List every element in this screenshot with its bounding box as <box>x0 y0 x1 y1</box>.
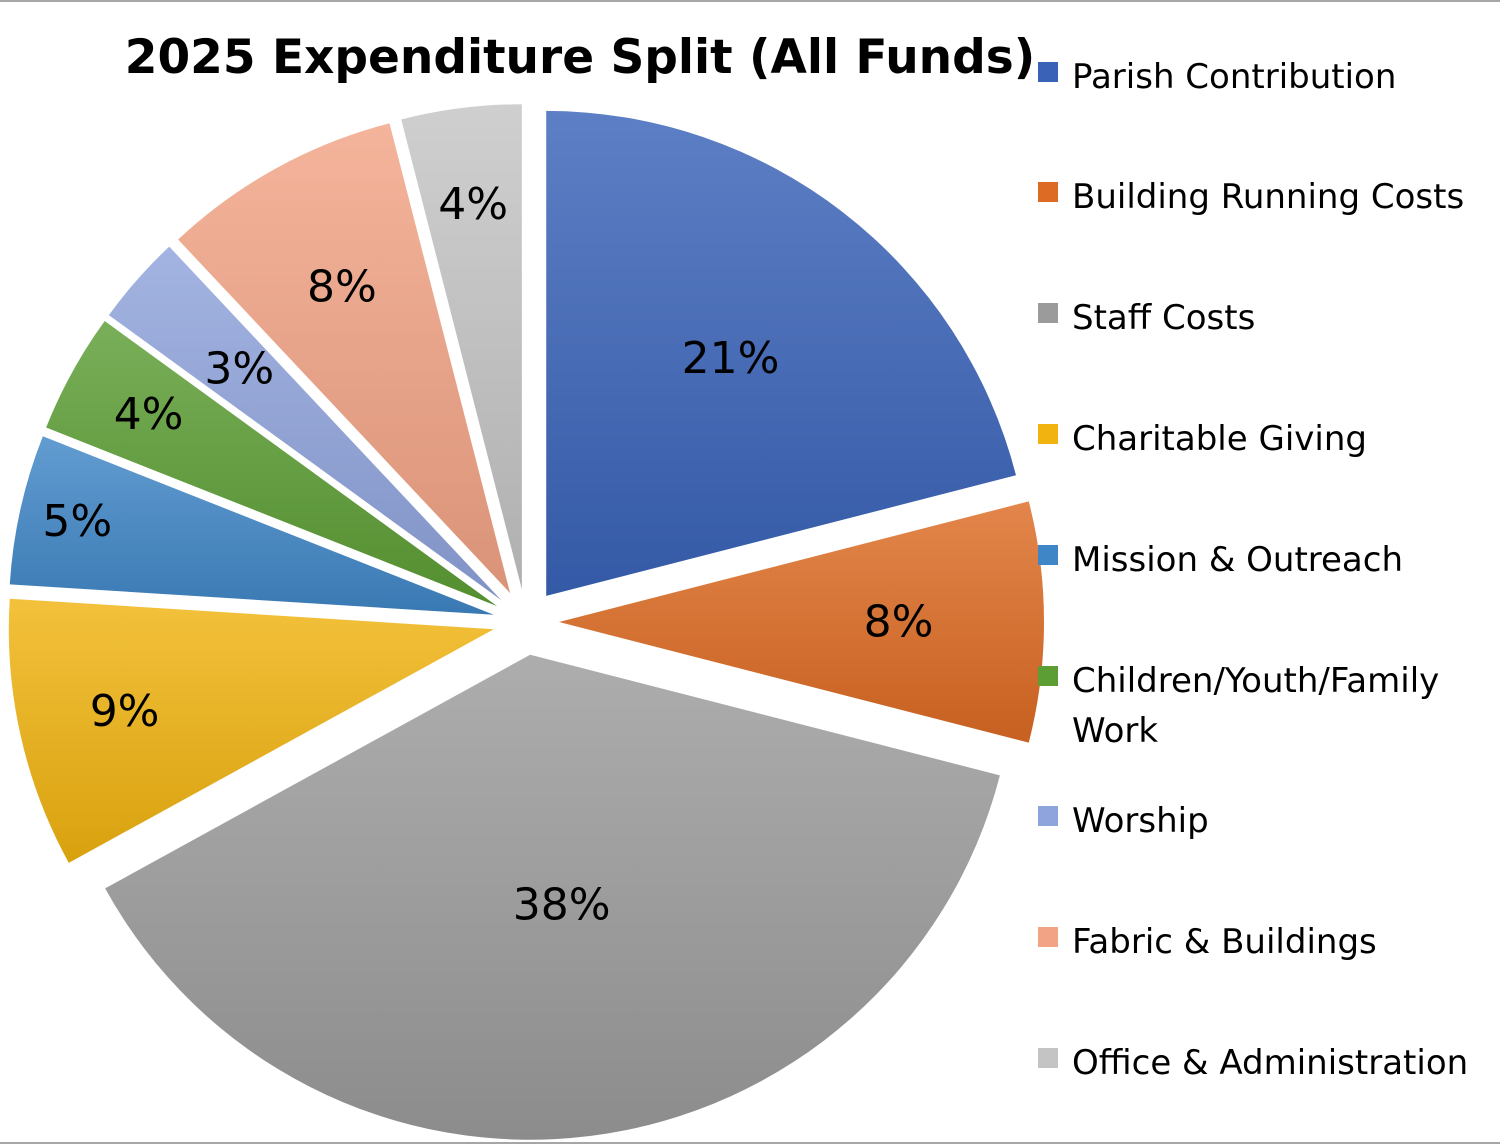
legend-label: Worship <box>1072 801 1209 841</box>
data-label-charitable-giving: 9% <box>90 686 160 737</box>
legend-item-parish-contribution: Parish Contribution <box>1038 52 1492 102</box>
legend-item-fabric-buildings: Fabric & Buildings <box>1038 917 1492 967</box>
legend-swatch <box>1038 545 1058 565</box>
legend-swatch <box>1038 1048 1058 1068</box>
legend-item-staff-costs: Staff Costs <box>1038 293 1492 343</box>
data-label-children-youth-family-work: 4% <box>114 389 184 440</box>
legend-item-worship: Worship <box>1038 796 1492 846</box>
pie-slice-mission-outreach <box>9 436 494 615</box>
data-label-building-running-costs: 8% <box>864 597 934 648</box>
legend-swatch <box>1038 303 1058 323</box>
data-label-office-administration: 4% <box>438 179 508 230</box>
legend-label: Fabric & Buildings <box>1072 922 1377 962</box>
data-label-staff-costs: 38% <box>513 880 611 931</box>
legend-swatch <box>1038 182 1058 202</box>
legend-label: Children/Youth/Family Work <box>1072 661 1440 751</box>
data-label-fabric-buildings: 8% <box>307 262 377 313</box>
legend-label: Office & Administration <box>1072 1043 1469 1083</box>
pie-slice-parish-contribution <box>546 110 1016 596</box>
chart-title: 2025 Expenditure Split (All Funds) <box>124 30 1036 85</box>
legend-swatch <box>1038 927 1058 947</box>
legend-swatch <box>1038 62 1058 82</box>
data-label-mission-outreach: 5% <box>42 496 112 547</box>
legend-swatch <box>1038 424 1058 444</box>
legend-label: Parish Contribution <box>1072 57 1397 97</box>
legend-item-charitable-giving: Charitable Giving <box>1038 414 1492 464</box>
legend-item-office-administration: Office & Administration <box>1038 1038 1492 1088</box>
legend-label: Staff Costs <box>1072 298 1256 338</box>
legend-item-children-youth-family-work: Children/Youth/Family Work <box>1038 656 1492 756</box>
pie-slice-fabric-buildings <box>178 123 511 594</box>
data-label-worship: 3% <box>204 344 274 395</box>
legend-item-building-running-costs: Building Running Costs <box>1038 172 1492 222</box>
data-labels-layer: 21% 8% 38% 9% 5% 4% 3% 8% 4% <box>42 179 933 931</box>
legend-swatch <box>1038 666 1058 686</box>
pie-slice-building-running-costs <box>559 501 1044 743</box>
pie-slice-office-administration <box>401 104 522 590</box>
pie-slice-charitable-giving <box>8 598 494 863</box>
pie-slice-staff-costs <box>105 654 1000 1140</box>
legend-label: Charitable Giving <box>1072 419 1367 459</box>
slices-layer <box>8 104 1044 1140</box>
legend-label: Mission & Outreach <box>1072 540 1404 580</box>
pie-slice-worship <box>108 246 502 601</box>
legend-swatch <box>1038 806 1058 826</box>
data-label-parish-contribution: 21% <box>682 333 780 384</box>
legend-label: Building Running Costs <box>1072 177 1465 217</box>
pie-slice-children-youth-family-work <box>46 321 498 607</box>
legend-item-mission-outreach: Mission & Outreach <box>1038 535 1492 585</box>
